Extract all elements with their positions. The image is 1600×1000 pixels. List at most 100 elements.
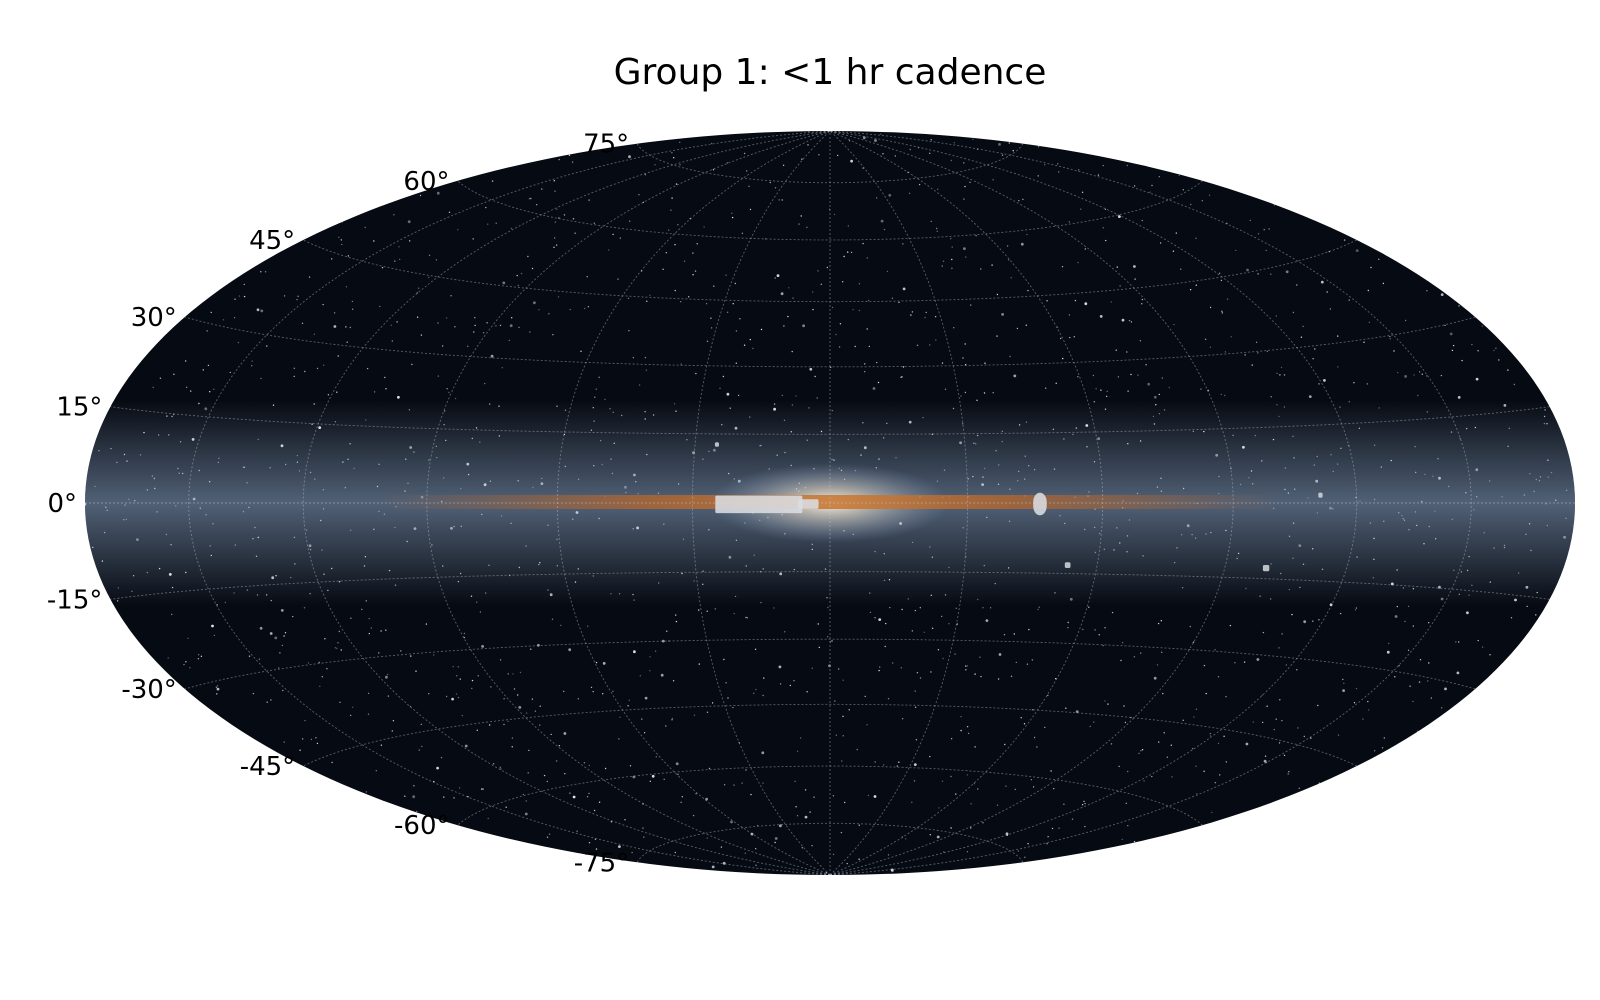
star	[1424, 220, 1426, 222]
star	[560, 624, 562, 627]
star	[827, 606, 829, 609]
star	[113, 131, 115, 133]
star	[118, 761, 120, 764]
star	[883, 764, 885, 766]
star	[1217, 742, 1220, 745]
star	[864, 363, 866, 365]
star	[914, 609, 917, 612]
star	[735, 330, 738, 332]
star	[847, 251, 849, 253]
star	[248, 655, 251, 657]
star	[688, 296, 690, 298]
star	[307, 662, 310, 664]
star	[1565, 279, 1567, 281]
star	[749, 338, 751, 341]
star	[1430, 697, 1433, 699]
star	[792, 297, 794, 299]
star	[555, 244, 558, 246]
star	[842, 715, 844, 718]
star	[588, 842, 591, 844]
star	[976, 148, 979, 150]
star	[1141, 303, 1143, 305]
star	[364, 226, 366, 229]
star	[172, 790, 175, 792]
star	[1037, 608, 1039, 611]
star	[492, 763, 495, 765]
star	[443, 796, 445, 798]
star	[152, 386, 154, 389]
star	[1418, 371, 1421, 373]
star	[280, 842, 283, 845]
star	[1221, 310, 1223, 312]
star	[1495, 292, 1498, 294]
star	[1409, 765, 1412, 767]
star	[862, 167, 864, 169]
star	[216, 767, 218, 770]
star	[156, 854, 158, 856]
star	[238, 295, 241, 297]
star	[914, 690, 916, 692]
star	[1156, 664, 1159, 666]
star	[185, 661, 187, 663]
star	[319, 685, 321, 687]
meridian-line	[829, 131, 968, 875]
star	[337, 355, 339, 357]
star	[834, 700, 836, 702]
star	[880, 219, 884, 223]
star	[1193, 147, 1195, 149]
star	[1026, 663, 1029, 665]
star	[1268, 228, 1270, 230]
star	[996, 335, 998, 337]
star	[1170, 855, 1172, 858]
star	[1545, 356, 1548, 359]
star	[1243, 661, 1246, 663]
star	[459, 678, 461, 680]
star	[813, 796, 815, 798]
star	[334, 647, 336, 649]
star	[440, 756, 443, 759]
star	[1125, 802, 1128, 804]
star	[1115, 349, 1117, 351]
star	[1544, 723, 1546, 726]
star	[1438, 246, 1440, 248]
star	[683, 131, 686, 134]
star	[1241, 148, 1243, 150]
star	[1338, 848, 1340, 851]
star	[954, 653, 956, 655]
star	[1192, 641, 1195, 643]
star	[950, 738, 953, 740]
star	[856, 748, 858, 751]
star	[671, 717, 674, 720]
star	[762, 782, 764, 784]
star	[960, 395, 962, 397]
star	[780, 292, 784, 296]
star	[345, 286, 348, 288]
star	[1401, 147, 1403, 149]
latitude-label: -45°	[240, 752, 295, 782]
star	[1444, 324, 1446, 327]
star	[167, 657, 169, 659]
star	[133, 716, 136, 718]
star	[109, 387, 111, 390]
star	[741, 782, 743, 784]
star	[1211, 811, 1213, 814]
star	[233, 220, 235, 222]
star	[1393, 810, 1395, 812]
star	[487, 817, 489, 820]
star	[671, 719, 673, 721]
star	[1214, 649, 1216, 651]
star	[1193, 144, 1195, 147]
star	[329, 821, 331, 824]
star	[675, 762, 679, 766]
star	[167, 150, 169, 152]
star	[867, 299, 870, 302]
star	[505, 806, 507, 808]
graticule	[85, 131, 1575, 875]
star	[710, 317, 712, 319]
star	[675, 878, 676, 879]
star	[1081, 804, 1084, 806]
star	[1100, 389, 1102, 391]
star	[512, 673, 514, 675]
star	[572, 218, 575, 220]
star	[595, 848, 598, 850]
